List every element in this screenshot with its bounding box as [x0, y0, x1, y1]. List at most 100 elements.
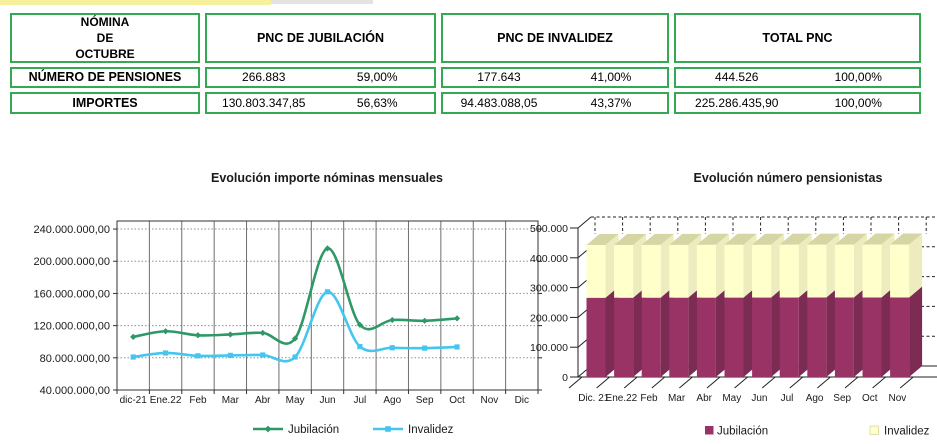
marker-square	[292, 354, 298, 360]
x-axis-label: Abr	[255, 395, 271, 406]
bar-invalidez-front	[669, 244, 689, 298]
bar-invalidez-top	[779, 233, 812, 245]
floor-tick	[706, 376, 721, 389]
marker-diamond	[453, 315, 461, 322]
marker-square	[389, 345, 395, 351]
bar-group-May	[724, 233, 757, 377]
bar-group-Nov	[890, 233, 923, 377]
chart-title: Evolución importe nóminas mensuales	[211, 171, 443, 185]
bar-jubilacion-front	[752, 297, 772, 377]
bar-jubilacion-front	[641, 297, 661, 377]
series-line-Jubilación	[131, 247, 459, 345]
legend-label: Invalidez	[884, 426, 930, 438]
marker-square	[260, 352, 266, 358]
bar-group-Ene.22	[614, 233, 647, 377]
bar-jubilacion-front	[614, 297, 634, 377]
bar-invalidez-front	[890, 244, 910, 298]
bar-group-Mar	[669, 233, 702, 377]
marker-square	[227, 352, 233, 358]
x-axis-label: Dic	[515, 395, 529, 406]
x-axis-label: Ago	[806, 393, 824, 404]
marker-square	[162, 350, 169, 356]
bar-jubilacion-front	[834, 297, 854, 377]
x-axis-label: Nov	[481, 395, 499, 406]
cell-value: 130.803.347,85	[222, 95, 306, 110]
bar-jubilacion-front	[779, 297, 799, 377]
bar-jubilacion-front	[669, 297, 689, 377]
marker-diamond	[194, 332, 202, 339]
cell-percent: 43,37%	[590, 95, 632, 110]
cell-percent: 41,00%	[590, 70, 632, 85]
line-chart-plot: 40.000.000,00 80.000.000,00 120.000.000,00…	[34, 220, 542, 406]
table-corner-header: NÓMINA DE OCTUBRE	[10, 13, 200, 63]
table-row-label-importes: IMPORTES	[10, 92, 200, 114]
legend-swatch-jubilacion	[705, 426, 714, 435]
bar-invalidez-top	[641, 233, 674, 245]
bar-group-Oct	[862, 233, 895, 377]
floor-tick	[872, 376, 886, 389]
bar-invalidez-front	[834, 244, 854, 298]
bar-invalidez-top	[669, 233, 702, 245]
x-axis-label: Ene.22	[606, 393, 638, 404]
x-axis-label: Jun	[319, 395, 335, 406]
table-cell-numero-jubilacion: 266.883 59,00%	[205, 67, 436, 88]
cell-value: 225.286.435,90	[695, 95, 779, 110]
x-axis-label: Oct	[449, 395, 465, 406]
plot-border	[116, 220, 539, 391]
bar-jubilacion-front	[586, 297, 606, 377]
floor-tick	[761, 376, 776, 389]
bar-jubilacion-side	[909, 286, 923, 377]
bar-invalidez-top	[890, 233, 923, 245]
y-axis-label: 300.000	[530, 283, 568, 295]
table-cell-numero-invalidez: 177.643 41,00%	[441, 67, 669, 88]
marker-square	[422, 345, 428, 351]
cell-value: 94.483.088,05	[460, 95, 538, 110]
floor-tick	[844, 376, 859, 389]
chart-legend: Jubilación Invalidez	[705, 426, 930, 438]
y-axis-label: 200.000	[530, 312, 568, 324]
marker-diamond	[421, 317, 428, 324]
chart-title: Evolución número pensionistas	[694, 171, 883, 185]
cell-percent: 56,63%	[356, 95, 398, 110]
bar-group-Feb	[641, 233, 674, 377]
marker-square	[454, 344, 460, 350]
chart-legend: Jubilación Invalidez	[253, 424, 454, 436]
marker-square	[324, 289, 331, 295]
y-axis-label: 100.000	[530, 342, 568, 354]
x-axis-label: Abr	[696, 393, 712, 404]
x-axis-label: Ago	[383, 395, 401, 406]
top-yellow-highlight	[0, 0, 271, 5]
y-axis-label: 80.000.000,00	[40, 353, 110, 365]
floor-tick	[789, 376, 804, 389]
bar-invalidez-front	[696, 244, 716, 298]
x-axis-label: Ene.22	[150, 395, 182, 406]
bar-invalidez-front	[752, 244, 772, 298]
marker-diamond	[162, 328, 169, 335]
y-axis-label: 160.000.000,00	[34, 288, 110, 300]
bar-invalidez-top	[586, 233, 619, 245]
floor-tick	[817, 376, 831, 389]
floor-tick	[596, 376, 610, 389]
table-header-jubilacion: PNC DE JUBILACIÓN	[205, 13, 436, 63]
bar-invalidez-front	[641, 244, 661, 298]
top-gray-highlight	[271, 0, 373, 4]
bar-invalidez-front	[724, 244, 744, 298]
y-axis-label: 120.000.000,00	[34, 321, 110, 333]
cell-value: 177.643	[477, 70, 521, 85]
bar-invalidez-top	[752, 233, 785, 245]
x-axis-label: Jul	[781, 393, 794, 404]
bar-chart-plot: 0 100.000 200.000 300.000 400.000 500.000 Dic.…	[530, 216, 937, 404]
bar-jubilacion-front	[696, 297, 716, 377]
x-axis-label: Feb	[640, 393, 658, 404]
table-cell-numero-total: 444.526 100,00%	[674, 67, 921, 88]
bar-invalidez-top	[614, 233, 647, 245]
y-axis-label: 500.000	[530, 223, 568, 235]
y-axis-label: 40.000.000,00	[40, 385, 110, 397]
x-axis-label: Dic. 21	[578, 393, 610, 404]
bar-invalidez-side	[909, 233, 923, 298]
table-header-invalidez: PNC DE INVALIDEZ	[441, 13, 669, 63]
floor-tick	[651, 376, 666, 389]
legend-label: Invalidez	[408, 424, 454, 436]
leftwall-gridline	[577, 216, 592, 229]
